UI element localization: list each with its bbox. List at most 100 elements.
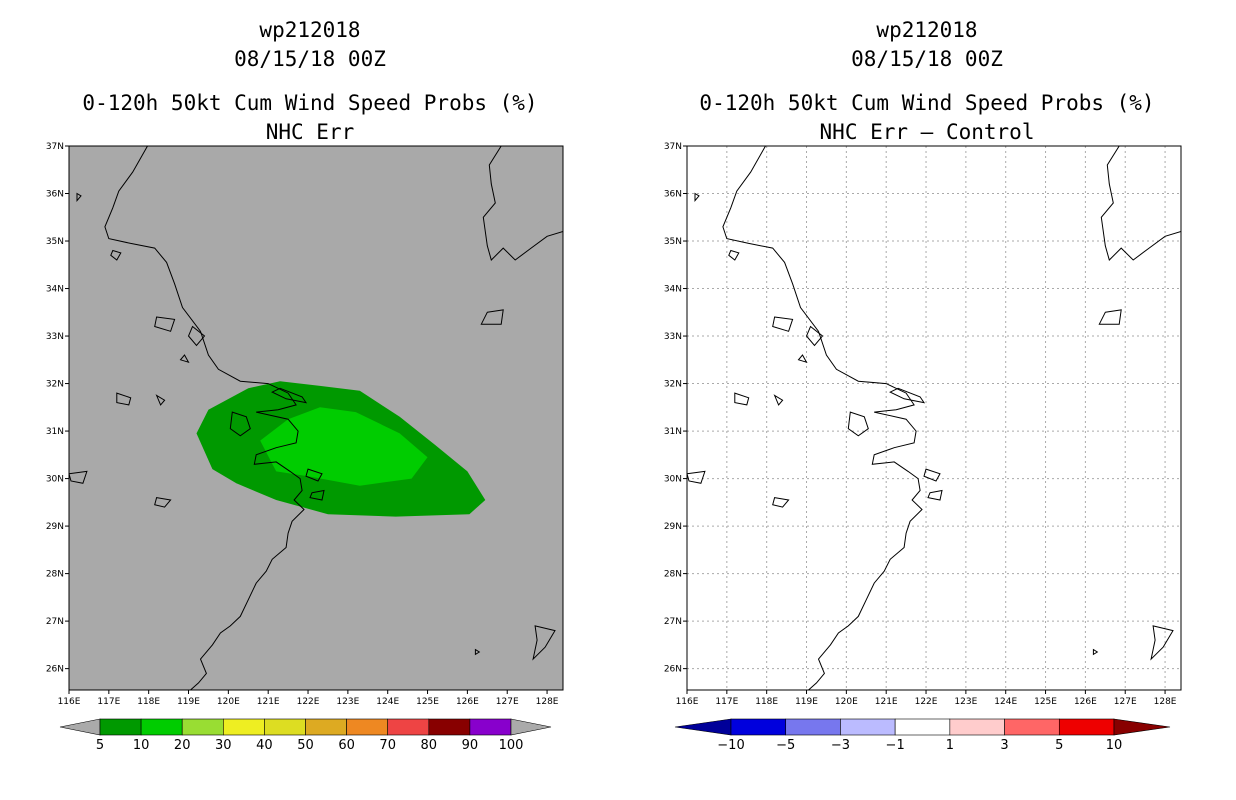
coastline-korea [482, 146, 563, 261]
lat-label: 26N [664, 665, 682, 675]
lon-label: 121E [257, 697, 280, 707]
lat-label: 28N [664, 570, 682, 580]
colorbar-label: −1 [886, 738, 905, 753]
colorbar-segment [730, 718, 787, 736]
colorbar-label: 80 [421, 738, 438, 753]
colorbar-label: 60 [338, 738, 355, 753]
lon-label: 119E [795, 697, 818, 707]
lon-label: 124E [994, 697, 1017, 707]
island [480, 309, 504, 325]
island [772, 497, 790, 508]
right-colorbar: −10 −5 −3 −1 1 3 5 10 [674, 718, 1171, 753]
lon-label: 117E [97, 697, 120, 707]
colorbar-left-arrow [59, 718, 101, 736]
lon-label: 123E [954, 697, 977, 707]
left-product: 0-120h 50kt Cum Wind Speed Probs (%) [82, 91, 538, 115]
colorbar-label: 5 [1055, 738, 1063, 753]
colorbar-right-arrow [1113, 718, 1171, 736]
left-map-panel: 37N 36N 35N 34N 33N 32N 31N 30N 29N 28N 27N 26N 116E… [46, 142, 564, 707]
lat-label: 32N [664, 380, 682, 390]
lon-label: 127E [496, 697, 519, 707]
colorbar-segment [140, 718, 183, 736]
colorbar-segment [840, 718, 896, 736]
lon-label: 117E [715, 697, 738, 707]
lat-label: 34N [664, 285, 682, 295]
island [271, 387, 308, 404]
island [76, 192, 82, 202]
island [532, 625, 556, 661]
island [847, 411, 869, 437]
colorbar-label: 90 [462, 738, 479, 753]
colorbar-segment [428, 718, 471, 736]
left-title-block: wp212018 08/15/18 00Z 0-120h 50kt Cum Wi… [60, 16, 560, 147]
island [797, 354, 808, 364]
right-product: 0-120h 50kt Cum Wind Speed Probs (%) [699, 91, 1155, 115]
coastline [722, 146, 923, 690]
island [69, 470, 88, 484]
lat-label: 35N [46, 237, 64, 247]
island [773, 394, 784, 406]
island [728, 249, 740, 261]
lon-label: 118E [137, 697, 160, 707]
island [305, 468, 323, 482]
island [687, 470, 706, 484]
island [116, 392, 132, 406]
island [110, 249, 122, 261]
island [1098, 309, 1122, 325]
lat-label: 36N [664, 190, 682, 200]
lat-label: 28N [46, 570, 64, 580]
lon-label: 122E [915, 697, 938, 707]
colorbar-segment [785, 718, 841, 736]
lat-label: 31N [664, 427, 682, 437]
map-frame [686, 145, 1182, 691]
left-colorbar: 5 10 20 30 40 50 60 70 80 90 100 [59, 718, 552, 753]
lon-label: 119E [177, 697, 200, 707]
lat-label: 34N [46, 285, 64, 295]
left-subtitle: NHC Err [265, 120, 355, 144]
left-datetime: 08/15/18 00Z [234, 47, 386, 71]
colorbar-label: 100 [499, 738, 524, 753]
coastline [104, 146, 305, 690]
right-subtitle: NHC Err – Control [819, 120, 1035, 144]
lon-label: 125E [416, 697, 439, 707]
coastline-korea [1100, 146, 1181, 261]
lon-label: 120E [217, 697, 240, 707]
lat-label: 30N [664, 475, 682, 485]
colorbar-segment [949, 718, 1005, 736]
island [734, 392, 750, 406]
lat-label: 27N [664, 617, 682, 627]
island [923, 468, 941, 482]
left-storm-id: wp212018 [259, 18, 361, 42]
colorbar-label: 3 [1000, 738, 1008, 753]
colorbar-segment [346, 718, 389, 736]
colorbar-label: −10 [717, 738, 744, 753]
lon-label: 128E [536, 697, 559, 707]
island [187, 325, 206, 347]
island [772, 316, 794, 332]
prob-contour-10 [260, 407, 428, 486]
colorbar-label: 1 [946, 738, 954, 753]
lat-label: 29N [664, 522, 682, 532]
lat-label: 27N [46, 617, 64, 627]
colorbar-segment [264, 718, 306, 736]
lat-label: 33N [664, 332, 682, 342]
lat-label: 31N [46, 427, 64, 437]
map-frame [68, 145, 564, 691]
lat-label: 35N [664, 237, 682, 247]
lon-label: 123E [336, 697, 359, 707]
colorbar-label: 10 [1106, 738, 1123, 753]
right-title-block: wp212018 08/15/18 00Z 0-120h 50kt Cum Wi… [677, 16, 1177, 147]
island [1092, 648, 1099, 656]
colorbar-segment [305, 718, 347, 736]
lat-label: 37N [664, 142, 682, 152]
island [927, 489, 943, 501]
right-storm-id: wp212018 [876, 18, 978, 42]
right-map-panel: 37N 36N 35N 34N 33N 32N 31N 30N 29N 28N 27N 26N 116E… [664, 142, 1182, 707]
island [474, 648, 481, 656]
lon-label: 121E [875, 697, 898, 707]
lat-label: 36N [46, 190, 64, 200]
colorbar-left-arrow [674, 718, 732, 736]
lon-label: 127E [1114, 697, 1137, 707]
island [154, 497, 172, 508]
